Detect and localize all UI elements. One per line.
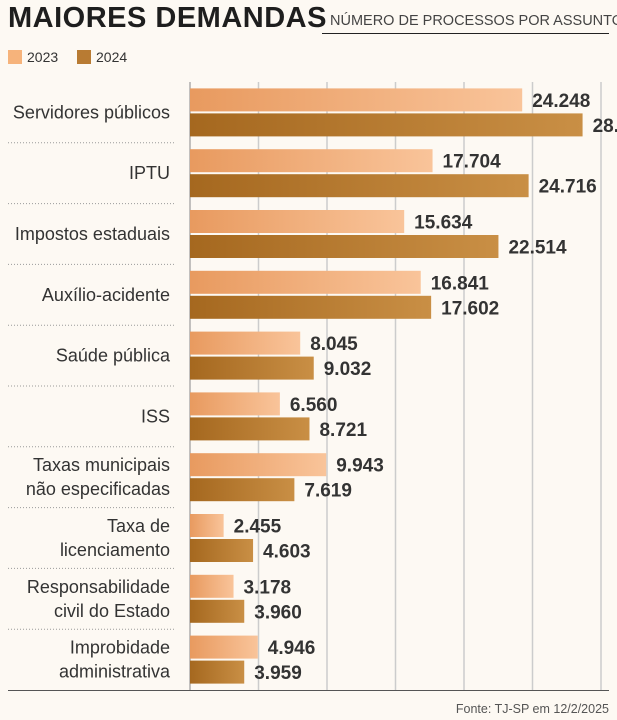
value-label-2024: 9.032 [324,359,372,380]
chart-subtitle: NÚMERO DE PROCESSOS POR ASSUNTO [330,13,617,29]
category-label: Responsabilidade [27,577,170,597]
category-label: Taxa de [107,516,170,536]
value-label-2023: 2.455 [234,517,282,538]
value-label-2024: 4.603 [263,542,311,563]
bar-2023 [190,392,280,416]
category-label: ISS [141,406,170,426]
value-label-2024: 3.960 [254,602,302,623]
bar-2024 [190,356,314,380]
category-label: Servidores públicos [13,102,170,122]
value-label-2023: 15.634 [414,213,473,234]
category-label: IPTU [129,163,170,183]
value-label-2024: 3.959 [254,663,302,684]
value-label-2023: 6.560 [290,395,338,416]
value-label-2024: 17.602 [441,298,499,319]
value-label-2024: 22.514 [508,238,567,259]
bar-2023 [190,574,234,598]
bar-2024 [190,417,310,441]
bar-2024 [190,174,529,198]
value-label-2023: 4.946 [268,638,316,659]
category-label: Saúde pública [56,346,171,366]
bar-2024 [190,235,499,258]
legend-swatch-2023 [8,50,22,64]
bar-2023 [190,149,433,173]
bar-2023 [190,514,224,537]
value-label-2023: 9.943 [336,456,384,477]
bar-2024 [190,295,432,319]
legend-label-2023: 2023 [27,49,59,65]
category-label: não especificadas [26,479,170,499]
category-label: civil do Estado [54,601,170,621]
value-label-2023: 16.841 [431,273,490,294]
bar-2023 [190,270,421,294]
bar-2023 [190,453,327,477]
source-note: Fonte: TJ-SP em 12/2/2025 [455,702,609,716]
value-label-2024: 28.655 [593,116,617,137]
value-label-2023: 17.704 [443,152,502,173]
value-label-2023: 3.178 [244,577,292,598]
category-label: Improbidade [70,638,170,658]
value-label-2024: 7.619 [304,481,352,502]
bar-2023 [190,331,301,355]
title-rule [322,33,609,34]
category-label: administrativa [59,662,171,682]
value-label-2023: 24.248 [532,91,590,112]
legend-label-2024: 2024 [96,49,128,65]
bar-2024 [190,599,245,623]
bar-2024 [190,539,254,562]
category-label: Auxílio-acidente [42,285,170,305]
bar-2024 [190,660,245,684]
value-label-2023: 8.045 [310,334,358,355]
bar-2023 [190,210,405,233]
bar-2024 [190,113,583,137]
bar-2023 [190,635,258,659]
category-label: Taxas municipais [33,455,170,475]
chart-title: MAIORES DEMANDAS [8,2,327,34]
bar-2024 [190,478,295,502]
value-label-2024: 24.716 [539,177,597,198]
category-label: licenciamento [60,540,170,560]
value-label-2024: 8.721 [319,420,367,441]
bar-2023 [190,88,523,112]
category-label: Impostos estaduais [15,224,170,244]
legend-swatch-2024 [77,50,91,64]
